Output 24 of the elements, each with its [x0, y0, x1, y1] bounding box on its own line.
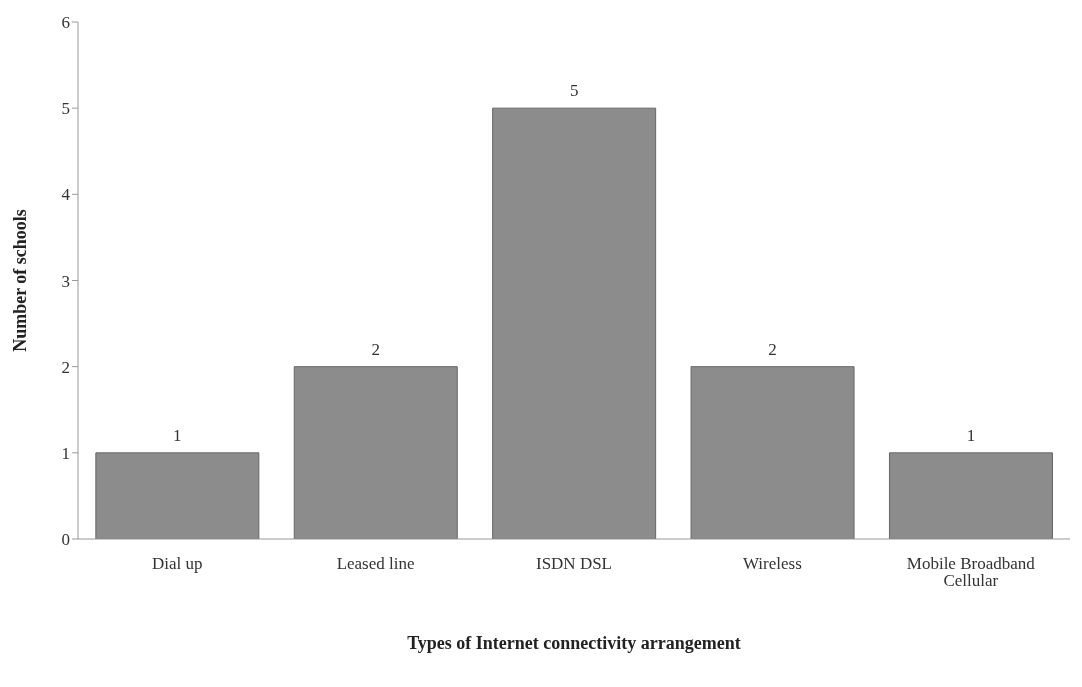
- data-label: 1: [966, 425, 976, 445]
- bar: [690, 366, 855, 539]
- y-tick-label: 2: [61, 357, 70, 377]
- x-tick-label: Leased line: [336, 554, 415, 574]
- y-tick-label: 3: [61, 271, 70, 291]
- y-tick-label: 6: [61, 13, 70, 33]
- data-label: 5: [569, 81, 579, 101]
- x-tick-label: ISDN DSL: [535, 554, 613, 574]
- y-tick-label: 5: [61, 99, 70, 119]
- y-tick-label: 1: [61, 443, 70, 463]
- data-label: 1: [173, 425, 182, 445]
- bar: [293, 366, 458, 539]
- bar: [888, 452, 1053, 539]
- x-tick-label: Wireless: [743, 554, 802, 574]
- x-tick-label: Mobile Broadband Cellular: [906, 554, 1036, 591]
- data-label: 2: [371, 339, 381, 359]
- x-tick-label: Dial up: [151, 554, 203, 574]
- bar: [95, 452, 260, 539]
- y-tick-label: 0: [61, 530, 70, 550]
- y-tick-label: 4: [61, 185, 71, 205]
- y-axis-title: Number of schools: [10, 209, 31, 352]
- x-axis-title: Types of Internet connectivity arrangement: [407, 633, 741, 653]
- bar: [492, 107, 657, 539]
- data-label: 2: [768, 339, 777, 359]
